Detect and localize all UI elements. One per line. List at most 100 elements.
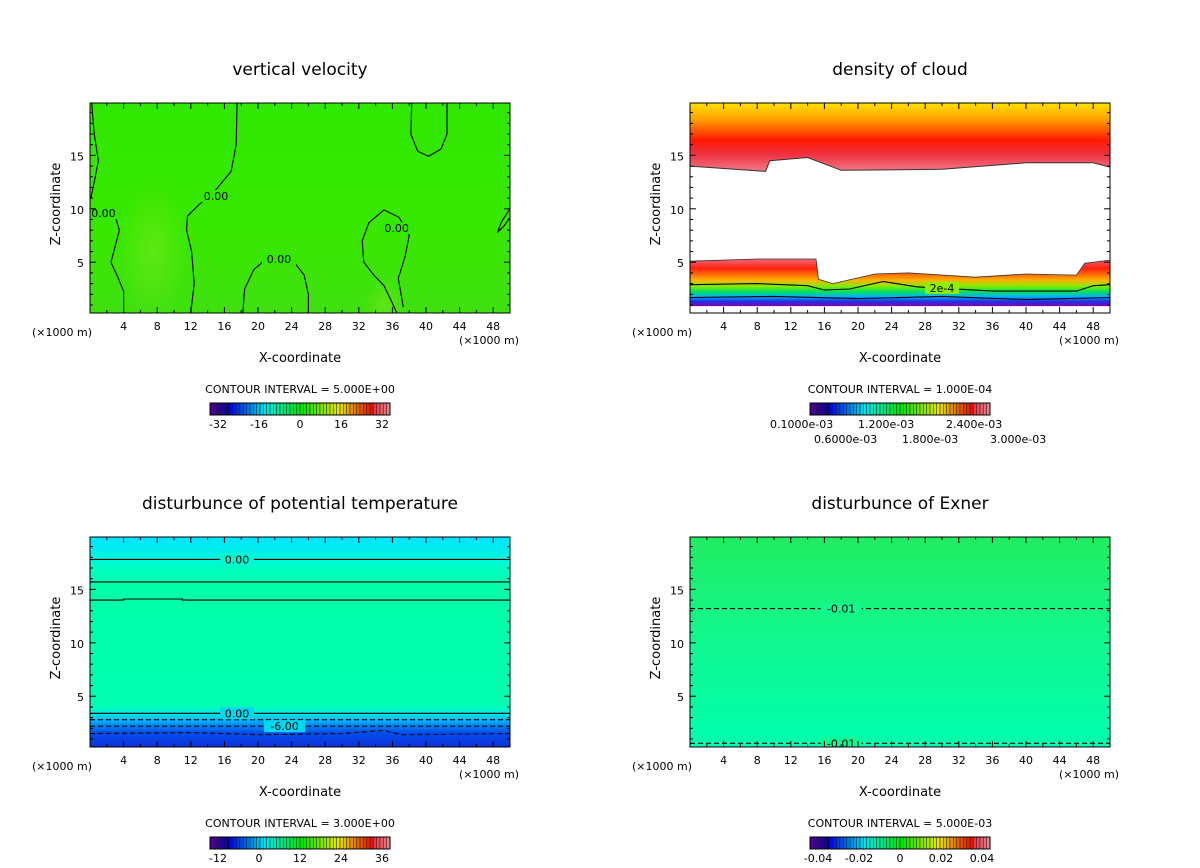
colorbar: -12 0 12 24 36 [209,836,391,865]
colorbar-label: 1.200e-03 [858,418,914,431]
x-tick-label: 4 [120,320,127,333]
colorbar-swatch [963,836,967,850]
colorbar-swatch [833,402,837,416]
contour-line [90,103,99,199]
colorbar-swatch [216,836,221,850]
colorbar-swatch [313,836,317,850]
colorbar-label: 0 [297,418,304,431]
x-tick-label: 48 [1086,754,1100,767]
colorbar-swatch [353,836,357,850]
x-tick-label: 16 [217,320,231,333]
colorbar-swatch [283,836,287,850]
colorbar-swatch [919,402,924,416]
contour-label: 2e-4 [930,282,955,295]
colorbar-swatch [269,402,274,416]
colorbar-swatch [379,402,384,416]
colorbar-swatch [263,402,267,416]
x-tick-label: 8 [154,754,161,767]
field-fill [690,537,1110,747]
colorbar-swatch [379,836,384,850]
y-tick-label: 10 [70,204,84,217]
x-tick-label: 4 [120,754,127,767]
colorbar-swatch [853,402,857,416]
contour-label: 0.00 [225,707,250,720]
colorbar-swatch [343,402,347,416]
colorbar-label: -0.04 [804,852,832,865]
colorbar-swatch [336,402,341,416]
x-axis-label: X-coordinate [859,785,941,800]
colorbar-swatch [936,836,941,850]
colorbar-swatch [896,402,901,416]
contour-line [690,156,1110,172]
contour-label-bg [220,553,254,566]
x-tick-label: 32 [352,754,366,767]
contour-line [690,295,1110,301]
colorbar-swatch [886,402,891,416]
colorbar-swatch [823,836,827,850]
x-tick-label: 12 [184,320,198,333]
colorbar-frame [209,836,391,850]
colorbar-swatch [349,402,354,416]
contour-interval-label: CONTOUR INTERVAL = 5.000E-03 [808,817,992,830]
colorbar-swatch [839,836,844,850]
colorbar-label: 0 [897,852,904,865]
colorbar-swatch [333,402,337,416]
x-tick-label: 48 [486,754,500,767]
colorbar-swatch [829,402,834,416]
x-tick-label: 4 [720,320,727,333]
colorbar-swatch [906,402,911,416]
colorbar-swatch [959,836,964,850]
y-tick-label: 10 [70,638,84,651]
colorbar-swatch [383,836,387,850]
colorbar-swatch [326,836,331,850]
colorbar-swatch [913,402,917,416]
x-tick-label: 28 [318,320,332,333]
colorbar-swatch [876,402,881,416]
x-tick-label: 36 [985,320,999,333]
colorbar-swatch [826,836,831,850]
contour-line [186,103,238,313]
contour-field: 2e-4 [690,103,1110,313]
colorbar-swatch [233,402,237,416]
colorbar-swatch [309,402,314,416]
colorbar-swatch [259,402,264,416]
colorbar-swatch [349,836,354,850]
colorbar-swatch [979,836,984,850]
colorbar-swatch [253,402,257,416]
colorbar-swatch [926,402,931,416]
contour-interval-label: CONTOUR INTERVAL = 1.000E-04 [808,383,992,396]
colorbar-swatch [219,836,224,850]
colorbar-swatch [306,836,311,850]
colorbar-swatch [303,402,307,416]
colorbar-swatch [236,402,241,416]
x-tick-label: 28 [318,754,332,767]
colorbar-swatch [226,402,231,416]
colorbar-swatch [276,836,281,850]
colorbar-swatch [236,836,241,850]
colorbar-swatch [966,836,971,850]
x-tick-label: 24 [885,320,899,333]
colorbar-swatch [366,402,371,416]
contour-interval-label: CONTOUR INTERVAL = 5.000E+00 [205,383,395,396]
colorbar-swatch [319,836,324,850]
colorbar-swatch [973,402,977,416]
colorbar-swatch [359,402,364,416]
plot-frame [689,102,1111,314]
x-tick-label: 44 [1053,754,1067,767]
x-tick-label: 8 [754,754,761,767]
colorbar-swatch [266,836,271,850]
contour-line [496,208,510,233]
colorbar-swatch [366,836,371,850]
contour-label-bg [820,737,862,747]
colorbar-swatch [933,402,937,416]
colorbar-swatch [959,402,964,416]
colorbar-swatch [949,836,954,850]
contour-interval-label: CONTOUR INTERVAL = 3.000E+00 [205,817,395,830]
x-tick-label: 40 [419,754,433,767]
colorbar-swatch [966,402,971,416]
contour-label-bg [820,602,862,615]
colorbar-swatch [826,402,831,416]
colorbar-swatch [286,402,291,416]
colorbar-label: 24 [334,852,348,865]
colorbar-swatch [969,402,974,416]
